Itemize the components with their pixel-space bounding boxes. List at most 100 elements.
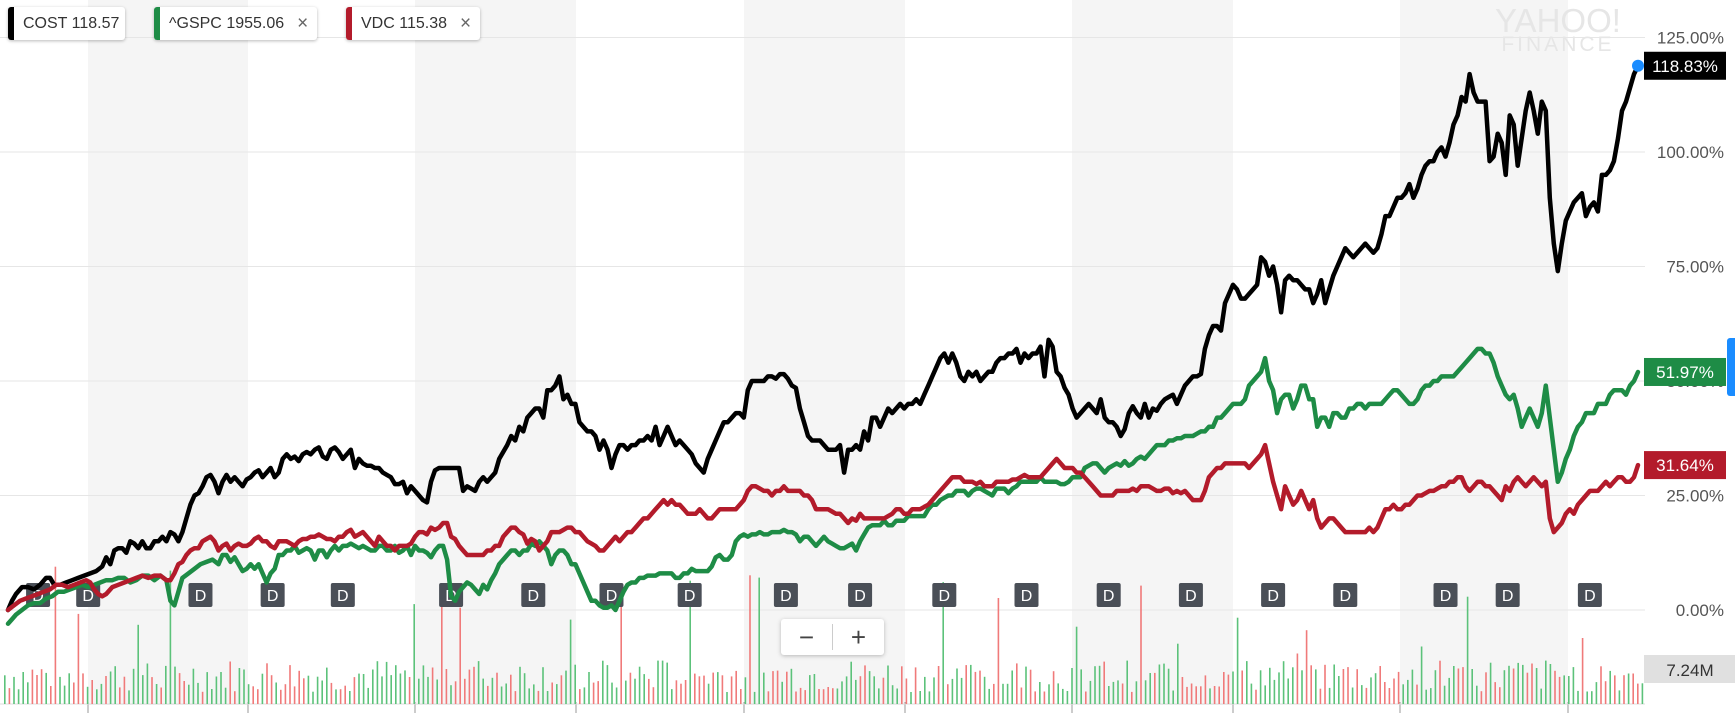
series-lines xyxy=(5,59,1644,626)
legend-swatch-cost xyxy=(8,7,14,40)
volume-bar xyxy=(993,683,995,704)
volume-bar xyxy=(1609,670,1611,704)
volume-bar xyxy=(809,675,811,704)
volume-bar xyxy=(579,689,581,704)
zoom-divider xyxy=(832,624,833,650)
volume-bar xyxy=(404,670,406,704)
volume-bar xyxy=(882,677,885,704)
volume-bar xyxy=(970,664,972,704)
volume-bar xyxy=(859,676,862,704)
volume-bar xyxy=(4,675,6,704)
volume-bar xyxy=(1480,691,1483,704)
volume-bar xyxy=(1384,682,1386,704)
last-value-text: 31.64% xyxy=(1656,456,1714,475)
volume-bar xyxy=(1641,683,1644,704)
volume-bar xyxy=(1324,664,1326,704)
volume-bar xyxy=(928,691,931,704)
volume-bar xyxy=(850,661,852,704)
volume-bar xyxy=(1425,689,1427,704)
volume-bar xyxy=(344,685,346,704)
volume-bar xyxy=(234,691,236,704)
zoom-control: − + xyxy=(781,619,884,655)
volume-bar xyxy=(615,687,618,704)
side-panel-tab[interactable] xyxy=(1727,338,1735,396)
dividend-marker-label: D xyxy=(1103,588,1115,605)
volume-label-text: 7.24M xyxy=(1666,661,1713,680)
volume-bar xyxy=(924,676,926,704)
volume-bar xyxy=(799,687,802,704)
volume-bar xyxy=(224,687,227,704)
zoom-out-button[interactable]: − xyxy=(798,622,815,652)
volume-bar xyxy=(500,686,503,704)
volume-bar xyxy=(1025,666,1027,704)
volume-bar xyxy=(399,673,402,704)
dividend-marker: D xyxy=(1433,583,1458,607)
dividend-marker-label: D xyxy=(528,588,540,605)
legend-item-vdc[interactable]: VDC 115.38 × xyxy=(346,7,481,40)
volume-bar xyxy=(312,691,314,704)
volume-bar xyxy=(1522,664,1524,704)
series-line-cost xyxy=(5,63,1641,613)
volume-bar xyxy=(188,684,190,704)
volume-bar xyxy=(772,671,774,704)
volume-bar xyxy=(1554,670,1556,704)
dividend-marker-box xyxy=(1495,583,1520,607)
volume-bar xyxy=(1080,669,1082,704)
dividend-marker-label: D xyxy=(337,588,349,605)
volume-bar xyxy=(873,676,875,704)
volume-bar xyxy=(45,672,47,704)
legend-item-gspc[interactable]: ^GSPC 1955.06 × xyxy=(154,7,318,40)
volume-bar xyxy=(1227,674,1230,704)
volume-bar xyxy=(1471,669,1473,704)
volume-bar xyxy=(206,672,208,704)
legend-item-cost[interactable]: COST 118.57 xyxy=(8,7,126,40)
dividend-marker-box xyxy=(932,583,957,607)
remove-vdc-close-icon[interactable]: × xyxy=(459,12,472,34)
volume-bar xyxy=(27,682,29,704)
dividend-marker-label: D xyxy=(82,588,94,605)
volume-bar xyxy=(675,680,678,704)
volume-bar xyxy=(395,665,397,704)
zoom-in-button[interactable]: + xyxy=(850,622,867,652)
volume-bar xyxy=(758,577,760,704)
volume-bar xyxy=(818,689,820,704)
volume-bar xyxy=(1126,660,1128,704)
volume-bar xyxy=(868,671,871,704)
volume-bar xyxy=(178,673,181,704)
volume-bar xyxy=(390,675,392,704)
volume-bar xyxy=(1186,686,1188,704)
volume-bar xyxy=(266,663,268,704)
volume-bar xyxy=(100,683,103,704)
volume-bar xyxy=(1259,670,1262,704)
volume-bar xyxy=(528,688,530,704)
volume-bar xyxy=(372,669,374,704)
volume-bar xyxy=(82,673,84,704)
volume-bar xyxy=(464,678,466,704)
volume-bar xyxy=(349,691,351,704)
volume-bar xyxy=(73,682,75,704)
volume-bar xyxy=(767,691,770,704)
volume-bar xyxy=(684,680,687,704)
volume-bar xyxy=(671,689,673,704)
volume-bar xyxy=(22,672,24,704)
series-line-vdc xyxy=(5,442,1641,613)
volume-bar xyxy=(836,688,839,704)
volume-bar xyxy=(1453,666,1455,704)
volume-bar xyxy=(1213,686,1216,704)
volume-bar xyxy=(1545,660,1547,704)
volume-bar xyxy=(781,681,783,704)
volume-bar xyxy=(1098,665,1101,704)
volume-bar xyxy=(91,680,93,704)
volume-bar xyxy=(1517,662,1519,704)
volume-bar xyxy=(68,673,70,704)
remove-gspc-close-icon[interactable]: × xyxy=(297,12,309,34)
volume-bar xyxy=(560,675,563,704)
volume-bar xyxy=(54,566,57,704)
dividend-marker-label: D xyxy=(1267,588,1279,605)
volume-bar xyxy=(804,690,806,704)
volume-bar xyxy=(1140,585,1142,704)
volume-bar xyxy=(1388,688,1391,704)
volume-bar xyxy=(1434,670,1437,704)
last-value-text: 51.97% xyxy=(1656,363,1714,382)
